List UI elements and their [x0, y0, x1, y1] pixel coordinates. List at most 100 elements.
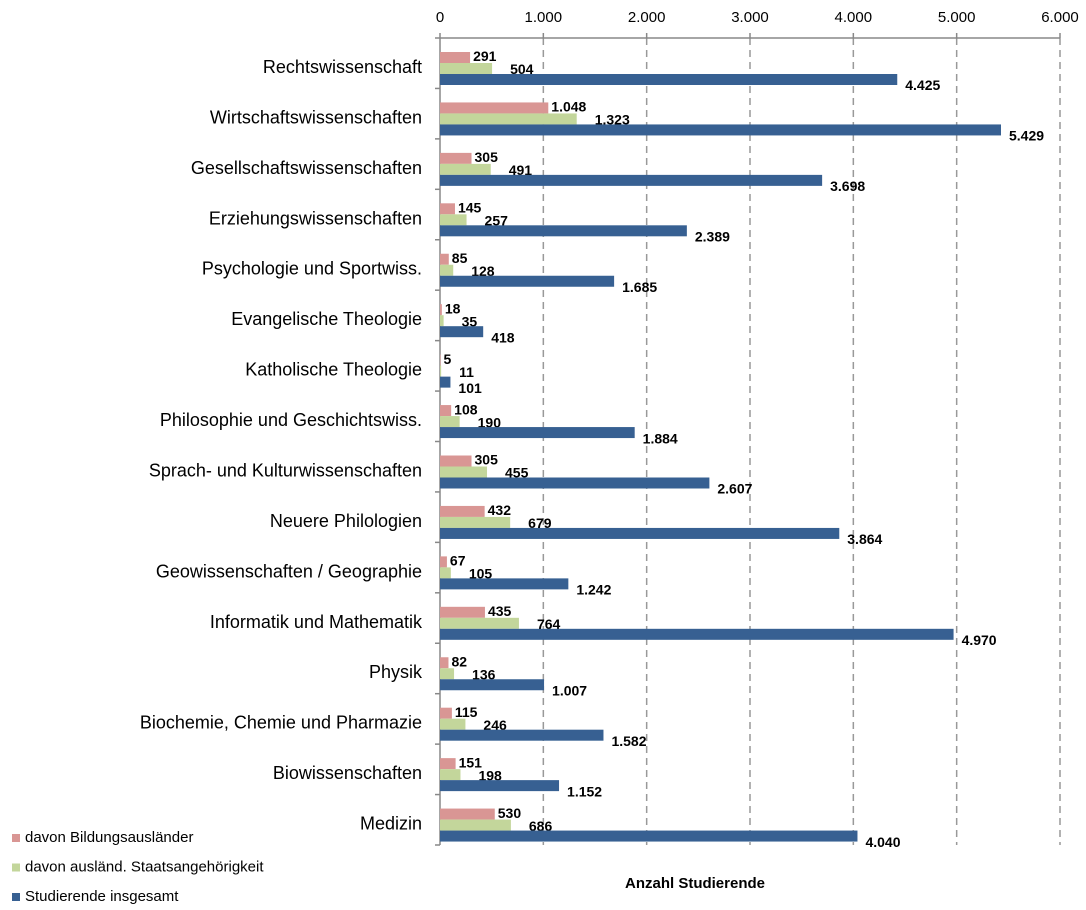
legend-label: davon Bildungsausländer [25, 829, 193, 846]
value-label: 1.323 [595, 112, 630, 128]
value-label: 432 [488, 502, 512, 518]
bar [440, 275, 615, 287]
bar [440, 416, 460, 428]
value-label: 3.864 [847, 531, 882, 547]
legend-swatch [12, 863, 20, 872]
value-label: 1.048 [551, 99, 586, 115]
bar [440, 113, 577, 125]
bar [440, 527, 840, 539]
bar [440, 657, 449, 669]
bar [440, 578, 569, 590]
value-label: 1.242 [576, 582, 611, 598]
bar [440, 769, 461, 781]
bar [440, 707, 452, 719]
value-label: 67 [450, 553, 466, 569]
category-label: Neuere Philologien [270, 511, 422, 531]
value-label: 491 [509, 162, 533, 178]
bar [440, 466, 488, 478]
category-label: Evangelische Theologie [231, 309, 422, 329]
bar [440, 606, 485, 618]
value-label: 4.970 [962, 632, 997, 648]
value-label: 4.040 [865, 834, 900, 850]
value-label: 145 [458, 200, 482, 216]
bar [440, 808, 495, 820]
bar [440, 326, 484, 338]
category-label: Biowissenschaften [273, 763, 422, 783]
bar [440, 477, 710, 489]
value-label: 101 [458, 380, 482, 396]
value-label: 435 [488, 603, 512, 619]
bar [440, 253, 449, 265]
value-label: 305 [475, 149, 499, 165]
bar [440, 455, 472, 467]
category-label: Biochemie, Chemie und Pharmazie [140, 713, 422, 733]
value-label: 3.698 [830, 178, 865, 194]
value-label: 11 [459, 364, 474, 380]
value-label: 679 [528, 515, 552, 531]
bar [440, 102, 549, 114]
bar [440, 304, 442, 316]
value-label: 85 [452, 250, 468, 266]
category-label: Medizin [360, 814, 422, 834]
bar [440, 758, 456, 770]
category-label: Geowissenschaften / Geographie [156, 561, 422, 581]
bar [440, 124, 1001, 136]
value-label: 190 [478, 414, 502, 430]
bar [440, 365, 442, 377]
bar [440, 315, 444, 327]
value-label: 82 [451, 653, 467, 669]
bar [440, 830, 858, 842]
value-label: 305 [475, 452, 499, 468]
category-label: Informatik und Mathematik [210, 612, 423, 632]
value-label: 136 [472, 666, 496, 682]
value-label: 128 [471, 263, 495, 279]
bar [440, 214, 467, 226]
bar [440, 556, 447, 568]
bar [440, 376, 451, 388]
bar [440, 152, 472, 164]
bar [440, 567, 451, 579]
value-label: 1.884 [643, 430, 678, 446]
bar [440, 427, 635, 439]
legend-label: Studierende insgesamt [25, 888, 179, 905]
value-label: 418 [491, 329, 515, 345]
x-tick-label: 0 [436, 9, 444, 26]
bar [440, 354, 441, 366]
value-label: 5.429 [1009, 128, 1044, 144]
category-label: Rechtswissenschaft [263, 57, 422, 77]
value-label: 246 [483, 717, 507, 733]
legend-swatch [12, 834, 20, 842]
bar [440, 628, 954, 640]
value-label: 1.685 [622, 279, 657, 295]
category-label: Philosophie und Geschichtswiss. [160, 410, 422, 430]
bar [440, 617, 519, 629]
value-label: 4.425 [905, 77, 940, 93]
value-label: 1.152 [567, 783, 602, 799]
value-label: 2.389 [695, 229, 730, 245]
value-label: 5 [444, 351, 452, 367]
value-label: 455 [505, 465, 529, 481]
bar [440, 505, 485, 517]
bar [440, 516, 511, 528]
bar [440, 163, 491, 175]
category-label: Katholische Theologie [245, 360, 422, 380]
x-tick-label: 3.000 [731, 9, 769, 26]
x-axis-title: Anzahl Studierende [625, 875, 765, 892]
bar [440, 74, 898, 85]
value-label: 35 [462, 313, 478, 329]
value-label: 2.607 [717, 481, 752, 497]
bar [440, 718, 466, 730]
bar [440, 264, 454, 276]
bar [440, 729, 604, 741]
value-label: 530 [498, 805, 522, 821]
x-tick-label: 4.000 [835, 9, 873, 26]
value-label: 108 [454, 401, 478, 417]
category-label: Psychologie und Sportwiss. [202, 259, 422, 279]
value-label: 115 [455, 704, 478, 720]
value-label: 764 [537, 616, 561, 632]
bar [440, 668, 455, 680]
value-label: 1.007 [552, 682, 587, 698]
category-label: Erziehungswissenschaften [209, 208, 422, 228]
bar [440, 63, 493, 74]
bar [440, 405, 452, 417]
